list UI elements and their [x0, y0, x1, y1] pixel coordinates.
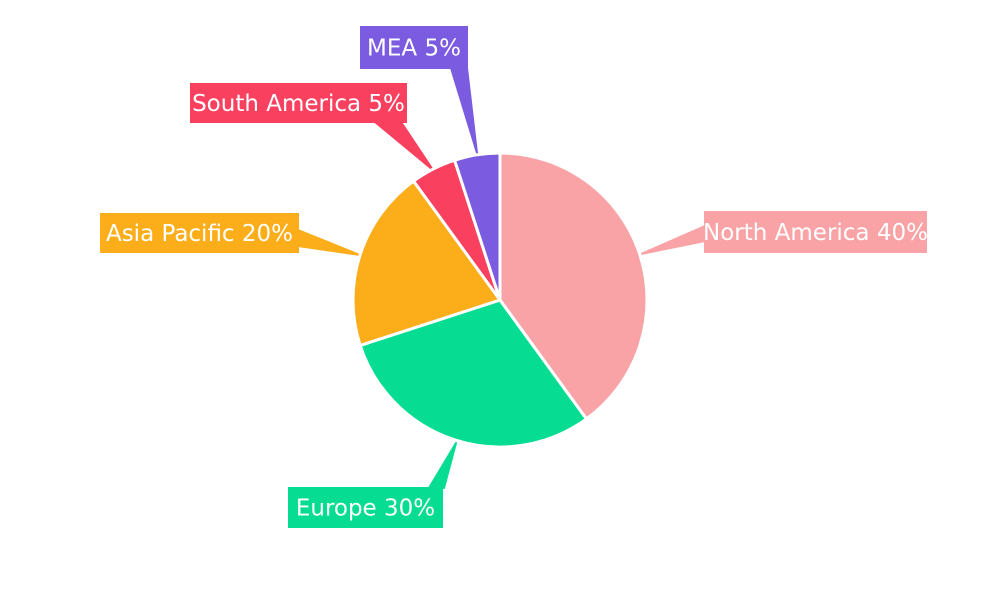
pie-slice-north-america[interactable] — [498, 151, 649, 421]
slice-label-mea: MEA 5% — [360, 26, 468, 69]
slice-label-box-south-america — [190, 83, 407, 123]
slice-label-text-north-america: North America 40% — [703, 220, 928, 246]
leader-line-asia-pacific — [297, 229, 361, 256]
slice-label-text-mea: MEA 5% — [367, 36, 461, 62]
pie-slice-europe[interactable] — [358, 298, 588, 449]
leader-line-north-america — [640, 225, 706, 255]
leader-line-south-america — [374, 121, 434, 171]
leader-line-mea — [450, 67, 478, 154]
slice-label-text-south-america: South America 5% — [192, 91, 405, 117]
pie-slice-mea[interactable] — [453, 151, 502, 302]
slice-label-box-north-america — [704, 211, 927, 253]
slice-label-box-mea — [360, 26, 468, 69]
leader-line-europe — [428, 442, 457, 489]
slice-label-north-america: North America 40% — [703, 211, 928, 253]
slice-label-text-europe: Europe 30% — [296, 496, 435, 522]
slice-label-box-europe — [288, 487, 443, 528]
slice-label-south-america: South America 5% — [190, 83, 407, 123]
slice-label-text-asia-pacific: Asia Pacific 20% — [106, 221, 293, 247]
slice-label-box-asia-pacific — [100, 213, 299, 253]
pie-slice-asia-pacific[interactable] — [351, 179, 502, 347]
slice-label-asia-pacific: Asia Pacific 20% — [100, 213, 299, 253]
slice-label-europe: Europe 30% — [288, 487, 443, 528]
